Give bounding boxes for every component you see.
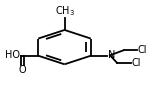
Text: Cl: Cl	[138, 45, 147, 55]
Text: Cl: Cl	[132, 58, 141, 68]
Text: O: O	[18, 65, 26, 75]
Text: CH$_3$: CH$_3$	[55, 4, 75, 18]
Text: HO: HO	[5, 50, 20, 60]
Text: N: N	[108, 50, 115, 60]
